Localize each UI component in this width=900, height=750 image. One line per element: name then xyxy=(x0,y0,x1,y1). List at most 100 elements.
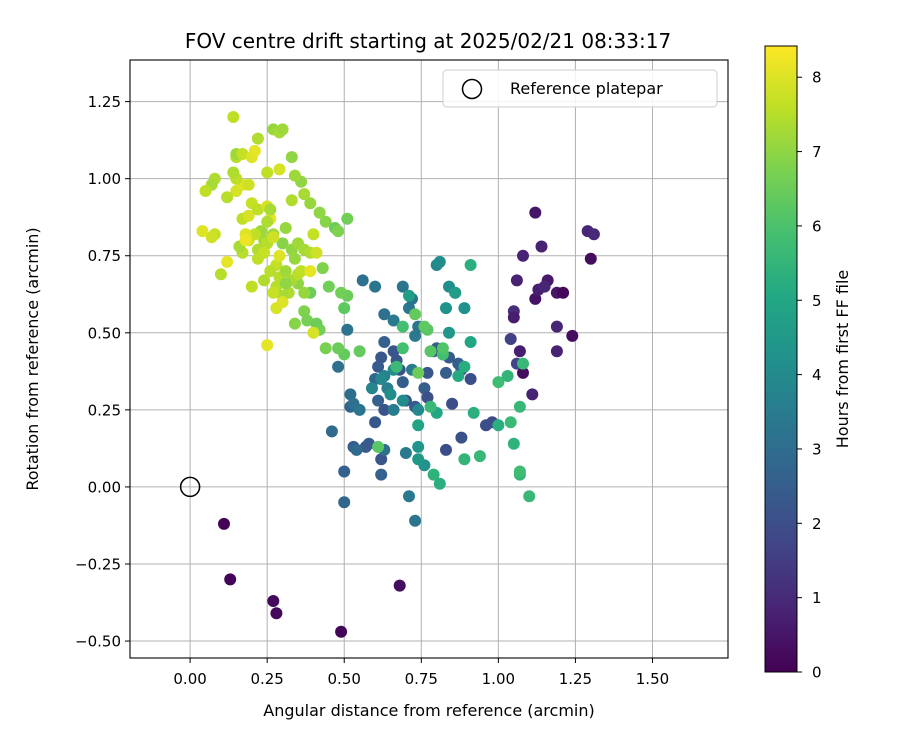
colorbar: 0 1 2 3 4 5 6 7 8 Hours from first FF file xyxy=(764,45,852,682)
data-point xyxy=(378,308,391,321)
data-point xyxy=(359,440,372,453)
data-point xyxy=(316,262,329,275)
data-point xyxy=(276,237,289,250)
data-point xyxy=(356,274,369,287)
data-point xyxy=(557,286,570,299)
data-point xyxy=(341,323,354,336)
data-point xyxy=(375,453,388,466)
y-tick-label: 0.50 xyxy=(88,324,121,342)
data-point xyxy=(267,231,280,244)
data-point xyxy=(375,468,388,481)
x-tick-label: 1.25 xyxy=(559,670,592,688)
x-tick-label: 0.00 xyxy=(173,670,206,688)
colorbar-tick-label: 1 xyxy=(812,589,822,607)
x-tick-label: 0.75 xyxy=(405,670,438,688)
data-point xyxy=(396,394,409,407)
data-point xyxy=(440,302,452,315)
data-point xyxy=(332,225,345,238)
data-point xyxy=(313,206,326,219)
data-point xyxy=(196,225,209,238)
data-point xyxy=(270,607,283,620)
data-point xyxy=(504,333,517,345)
data-point xyxy=(412,440,425,453)
x-tick-label: 0.25 xyxy=(250,670,283,688)
data-point xyxy=(523,490,536,503)
colorbar-tick-label: 0 xyxy=(812,664,822,682)
data-point xyxy=(396,342,409,355)
data-point xyxy=(433,255,446,268)
data-point xyxy=(304,265,317,278)
data-point xyxy=(248,144,261,157)
data-point xyxy=(267,286,280,299)
data-point xyxy=(279,265,292,278)
colorbar-tick-label: 3 xyxy=(812,440,822,458)
data-point xyxy=(242,178,255,191)
data-point xyxy=(335,286,348,299)
legend-reference-label: Reference platepar xyxy=(510,79,663,98)
data-point xyxy=(436,342,449,355)
data-point xyxy=(421,391,434,404)
data-point xyxy=(584,252,597,265)
data-point xyxy=(288,317,301,330)
data-point xyxy=(412,453,425,466)
data-point xyxy=(285,194,298,207)
data-point xyxy=(510,274,523,287)
data-point xyxy=(325,425,338,438)
data-point xyxy=(467,406,480,419)
colorbar-tick-label: 6 xyxy=(812,217,822,235)
data-point xyxy=(338,465,351,478)
data-point xyxy=(517,357,529,370)
data-point xyxy=(507,437,520,450)
data-point xyxy=(273,163,286,176)
colorbar-ticks: 0 1 2 3 4 5 6 7 8 xyxy=(797,69,822,682)
data-point xyxy=(421,366,434,379)
data-point xyxy=(288,252,301,265)
data-point xyxy=(369,280,382,293)
data-point xyxy=(261,166,274,179)
data-point xyxy=(418,320,431,333)
data-point xyxy=(319,342,332,355)
data-point xyxy=(298,305,311,318)
data-point xyxy=(384,388,397,401)
data-point xyxy=(332,360,345,373)
data-point xyxy=(310,246,323,259)
data-point xyxy=(242,209,255,222)
data-point xyxy=(375,351,388,364)
data-point xyxy=(214,268,227,281)
data-point xyxy=(322,280,335,293)
data-point xyxy=(452,370,465,382)
data-point xyxy=(424,345,437,358)
data-point xyxy=(298,188,311,201)
chart-title: FOV centre drift starting at 2025/02/21 … xyxy=(185,29,671,53)
data-point xyxy=(372,394,385,407)
data-point xyxy=(412,419,425,432)
data-point xyxy=(378,403,391,416)
y-axis-label: Rotation from reference (arcmin) xyxy=(23,227,42,490)
data-point xyxy=(433,477,446,490)
data-point xyxy=(393,579,406,592)
x-axis-ticks: 0.00 0.25 0.50 0.75 1.00 1.25 1.50 xyxy=(173,658,669,688)
data-point xyxy=(372,440,385,453)
data-point xyxy=(375,373,388,385)
data-point xyxy=(307,326,320,339)
data-point xyxy=(267,595,280,607)
y-tick-label: −0.25 xyxy=(75,555,121,573)
data-point xyxy=(517,366,529,379)
colorbar-tick-label: 4 xyxy=(812,366,822,384)
y-tick-label: 0.00 xyxy=(88,478,121,496)
data-point xyxy=(251,252,264,265)
data-point xyxy=(224,573,237,586)
reference-platepar-marker xyxy=(179,476,201,498)
data-point xyxy=(501,370,514,382)
data-point xyxy=(261,215,274,228)
colorbar-tick-label: 7 xyxy=(812,143,822,161)
data-point xyxy=(409,514,422,527)
data-point xyxy=(199,185,212,197)
colorbar-tick-label: 8 xyxy=(812,69,822,87)
data-point xyxy=(353,345,366,358)
data-point xyxy=(464,336,477,348)
data-point xyxy=(409,329,422,342)
data-point xyxy=(304,197,317,210)
data-point xyxy=(473,450,486,463)
data-point xyxy=(409,308,422,321)
